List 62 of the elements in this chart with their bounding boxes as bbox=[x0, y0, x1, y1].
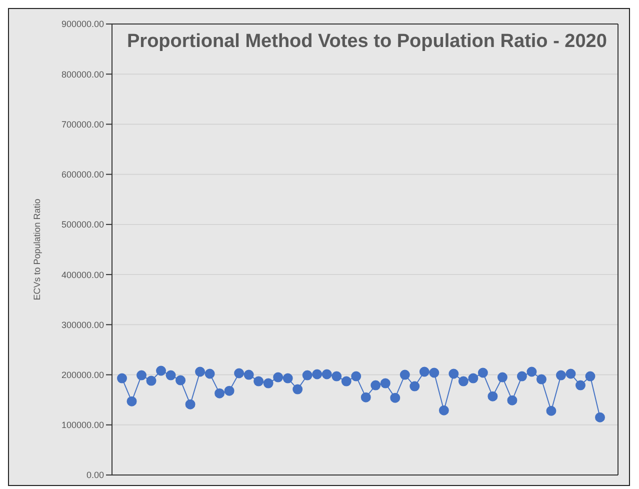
point bbox=[234, 368, 244, 378]
y-tick-label: 500000.00 bbox=[61, 220, 104, 230]
point bbox=[438, 405, 449, 416]
point bbox=[400, 370, 410, 380]
point bbox=[341, 376, 352, 386]
point bbox=[458, 376, 468, 386]
point bbox=[556, 370, 566, 380]
point bbox=[585, 371, 596, 382]
point bbox=[254, 376, 264, 386]
y-tick-label: 0.00 bbox=[86, 470, 104, 480]
y-tick-label: 900000.00 bbox=[61, 19, 104, 30]
point bbox=[370, 380, 381, 390]
point bbox=[156, 366, 166, 376]
point bbox=[360, 392, 371, 402]
point bbox=[312, 369, 322, 380]
point bbox=[204, 368, 215, 379]
chart-title: Proportional Method Votes to Population Ratio - 2020 bbox=[127, 31, 607, 53]
point bbox=[195, 366, 206, 377]
point bbox=[536, 374, 546, 384]
y-tick-label: 200000.00 bbox=[61, 370, 104, 380]
point bbox=[546, 406, 556, 416]
point bbox=[176, 375, 186, 386]
point bbox=[146, 376, 156, 386]
y-tick-label: 400000.00 bbox=[61, 270, 104, 280]
point bbox=[244, 370, 254, 380]
point bbox=[390, 392, 400, 403]
point bbox=[526, 366, 537, 377]
point bbox=[185, 399, 196, 410]
point bbox=[322, 369, 332, 380]
y-tick-label: 800000.00 bbox=[61, 69, 104, 80]
point bbox=[224, 386, 234, 396]
y-tick-label: 100000.00 bbox=[61, 420, 104, 430]
point bbox=[516, 371, 527, 382]
point bbox=[117, 373, 127, 384]
point bbox=[214, 388, 225, 398]
point bbox=[429, 368, 440, 378]
y-tick-label: 300000.00 bbox=[61, 320, 104, 330]
y-tick-label: 700000.00 bbox=[61, 119, 104, 130]
point bbox=[282, 373, 293, 384]
point bbox=[448, 368, 459, 379]
point bbox=[468, 373, 478, 384]
point bbox=[380, 378, 390, 388]
point bbox=[302, 370, 312, 380]
point bbox=[410, 381, 420, 392]
point bbox=[488, 391, 498, 402]
point bbox=[507, 395, 518, 406]
point bbox=[419, 366, 430, 377]
point bbox=[595, 412, 605, 422]
point bbox=[166, 370, 176, 380]
point bbox=[497, 372, 508, 382]
point bbox=[332, 371, 342, 382]
point bbox=[126, 396, 137, 406]
point bbox=[351, 371, 362, 382]
point bbox=[263, 378, 274, 388]
point bbox=[136, 370, 147, 380]
point bbox=[478, 368, 488, 378]
point bbox=[566, 368, 576, 379]
point bbox=[273, 372, 284, 382]
point bbox=[292, 384, 303, 394]
point bbox=[575, 380, 586, 390]
y-tick-label: 600000.00 bbox=[61, 170, 104, 180]
y-axis-title: ECVs to Population Ratio bbox=[32, 198, 42, 300]
